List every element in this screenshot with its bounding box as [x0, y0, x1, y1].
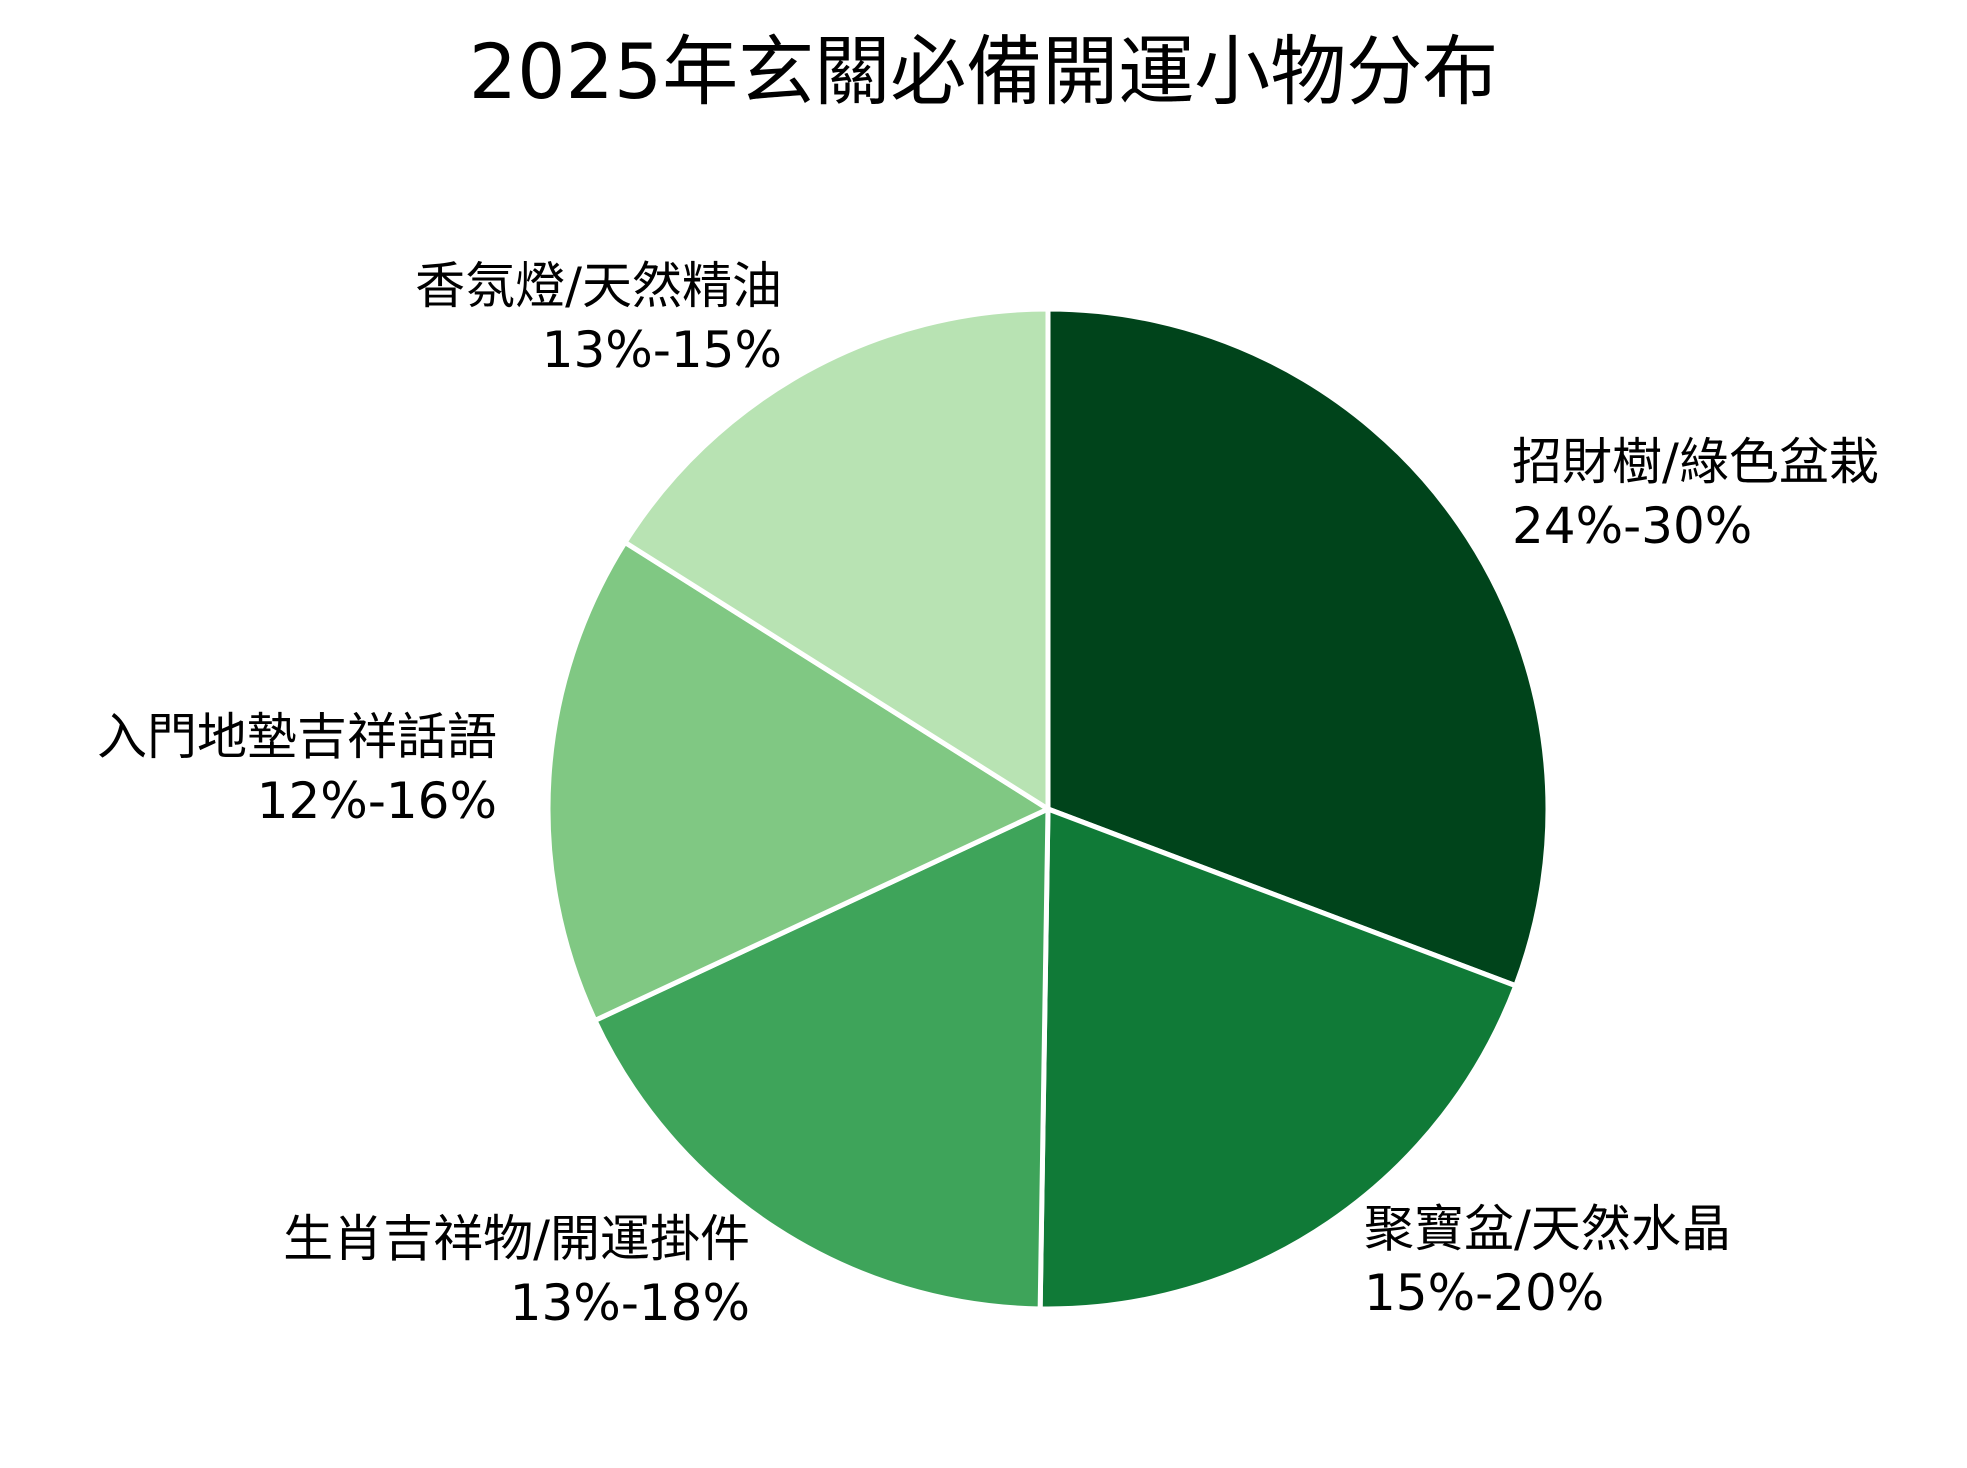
slice-label-range: 24%-30%	[1512, 497, 1753, 555]
slice-label-range: 12%-16%	[256, 772, 497, 830]
pie-slices	[545, 306, 1551, 1312]
slice-label-zodiac-mascot: 生肖吉祥物/開運掛件 13%-18%	[283, 1207, 750, 1335]
pie-slice-4	[622, 306, 1051, 812]
slice-label-range: 15%-20%	[1364, 1264, 1605, 1322]
slice-label-name: 入門地墊吉祥話語	[97, 708, 497, 766]
slice-label-range: 13%-15%	[541, 321, 782, 379]
slice-label-money-tree: 招財樹/綠色盆栽 24%-30%	[1512, 430, 1879, 558]
slice-label-name: 生肖吉祥物/開運掛件	[283, 1210, 750, 1268]
slice-label-treasure-bowl: 聚寶盆/天然水晶 15%-20%	[1364, 1197, 1731, 1325]
pie-slice-2	[592, 806, 1051, 1312]
pie-slice-1	[1037, 806, 1519, 1312]
slice-label-doormat: 入門地墊吉祥話語 12%-16%	[97, 705, 497, 833]
chart-title: 2025年玄關必備開運小物分布	[468, 27, 1499, 116]
slice-label-name: 招財樹/綠色盆栽	[1512, 433, 1879, 491]
pie-slice-0	[1045, 306, 1551, 989]
pie-slice-3	[545, 539, 1051, 1023]
slice-label-range: 13%-18%	[509, 1274, 750, 1332]
slice-label-aroma-lamp: 香氛燈/天然精油 13%-15%	[415, 254, 782, 382]
slice-label-name: 聚寶盆/天然水晶	[1364, 1200, 1731, 1258]
slice-label-name: 香氛燈/天然精油	[415, 257, 782, 315]
